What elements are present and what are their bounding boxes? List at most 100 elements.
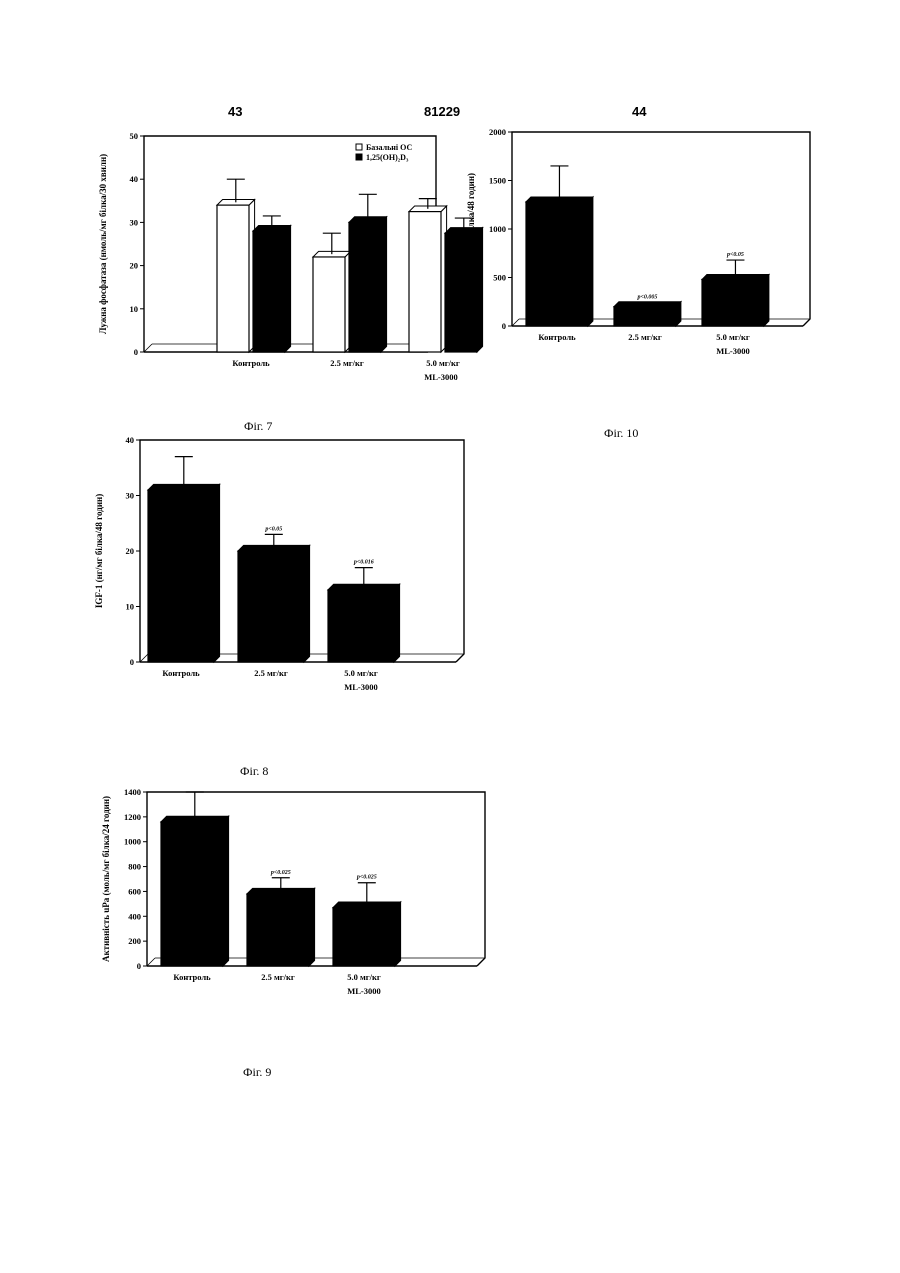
bar-front xyxy=(614,307,676,326)
y-tick-label: 20 xyxy=(130,261,139,271)
chart-fig8: 0 10 20 30 40 IGF-1 (нг/мг білка/48 годин) Кон… xyxy=(80,426,440,706)
y-tick-label: 30 xyxy=(126,491,135,501)
x-tick-label: 2.5 мг/кг xyxy=(254,668,288,678)
y-tick-label: 0 xyxy=(130,657,134,667)
y-tick-label: 30 xyxy=(130,217,139,227)
bar-front xyxy=(148,490,214,662)
x-tick-label: 2.5 мг/кг xyxy=(261,972,295,982)
floor-left-edge xyxy=(147,958,155,966)
bar-side xyxy=(304,545,310,662)
chart-fig7: 01020304050Лужна фосфатаза (нмоль/мг біл… xyxy=(80,120,440,390)
bar-front xyxy=(409,212,441,352)
significance-label: p<0.05 xyxy=(726,252,744,258)
page-number-right: 44 xyxy=(632,104,646,119)
bar-front xyxy=(161,822,223,966)
y-axis-label: PGE₂ (пг/мг білка/48 годин) xyxy=(466,173,476,285)
y-tick-label: 500 xyxy=(493,273,506,283)
bar-front xyxy=(702,279,764,326)
significance-label: p<0.005 xyxy=(636,295,657,301)
chart-fig9: 0 200 400 600 800 1000 1200 1400 Активність uPa … xyxy=(80,770,440,1020)
bar-fig8-s0-0 xyxy=(148,457,220,662)
x-tick-label: 5.0 мг/кг xyxy=(716,332,750,342)
legend: Базальні ОС1,25(OH)₂D₃ xyxy=(356,143,412,162)
y-tick-label: 1000 xyxy=(489,224,506,234)
bar-fig8-s0-2: p<0.016 xyxy=(328,560,400,662)
y-tick-label: 40 xyxy=(126,435,135,445)
bar-fig7-s1-1 xyxy=(349,194,387,352)
bar-fig10-s0-1: p<0.005 xyxy=(614,295,681,326)
y-tick-label: 600 xyxy=(128,886,141,896)
bar-side xyxy=(394,584,400,662)
group-label: ML-3000 xyxy=(424,372,458,382)
bar-front xyxy=(217,205,249,352)
significance-label: p<0.016 xyxy=(353,560,374,566)
caption-fig9: Фіг. 9 xyxy=(243,1065,271,1080)
x-tick-label: 2.5 мг/кг xyxy=(330,358,364,368)
group-label: ML-3000 xyxy=(716,346,750,356)
x-tick-label: Контроль xyxy=(173,972,211,982)
x-tick-label: 2.5 мг/кг xyxy=(628,332,662,342)
y-tick-label: 0 xyxy=(502,321,506,331)
bar-side xyxy=(285,225,291,352)
legend-swatch xyxy=(356,154,362,160)
caption-fig10: Фіг. 10 xyxy=(604,426,638,441)
legend-label: 1,25(OH)₂D₃ xyxy=(366,153,409,162)
bar-fig7-s0-0 xyxy=(217,179,255,352)
bar-fig10-s0-2: p<0.05 xyxy=(702,252,769,326)
significance-label: p<0.025 xyxy=(270,870,291,876)
y-tick-label: 0 xyxy=(137,961,141,971)
x-tick-label: Контроль xyxy=(162,668,200,678)
y-tick-label: 200 xyxy=(128,936,141,946)
y-tick-label: 2000 xyxy=(489,127,506,137)
y-tick-label: 40 xyxy=(130,174,139,184)
bar-fig9-s0-1: p<0.025 xyxy=(247,870,315,966)
legend-swatch xyxy=(356,144,362,150)
group-label: ML-3000 xyxy=(344,682,378,692)
bar-front xyxy=(253,231,285,352)
bar-side xyxy=(223,816,229,966)
bar-front xyxy=(247,894,309,966)
bar-side xyxy=(764,275,769,326)
legend-label: Базальні ОС xyxy=(366,143,412,152)
significance-label: p<0.025 xyxy=(356,875,377,881)
y-tick-label: 800 xyxy=(128,862,141,872)
x-tick-label: 5.0 мг/кг xyxy=(347,972,381,982)
x-tick-label: Контроль xyxy=(232,358,270,368)
x-tick-label: Контроль xyxy=(538,332,576,342)
bar-side xyxy=(309,888,315,966)
y-axis-label: IGF-1 (нг/мг білка/48 годин) xyxy=(94,494,104,608)
y-axis-label: Активність uPa (моль/мг білка/24 годин) xyxy=(101,796,111,962)
y-tick-label: 1400 xyxy=(124,787,141,797)
floor-left-edge xyxy=(140,654,148,662)
bar-front xyxy=(238,551,304,662)
x-tick-label: 5.0 мг/кг xyxy=(344,668,378,678)
bar-front xyxy=(526,202,588,326)
group-label: ML-3000 xyxy=(347,986,381,996)
y-tick-label: 1500 xyxy=(489,176,506,186)
floor-left-edge xyxy=(512,319,519,326)
chart-fig10: 0 500 1000 1500 2000 PGE₂ (пг/мг білка/48 год… xyxy=(452,120,792,370)
bar-front xyxy=(328,590,394,662)
bar-side xyxy=(588,197,593,326)
y-tick-label: 1000 xyxy=(124,837,141,847)
bar-fig7-s0-1 xyxy=(313,233,351,352)
y-axis-label: Лужна фосфатаза (нмоль/мг білка/30 хвилн… xyxy=(98,154,108,334)
page-number-left: 43 xyxy=(228,104,242,119)
bar-side xyxy=(381,217,387,352)
bar-fig10-s0-0 xyxy=(526,166,593,326)
significance-label: p<0.05 xyxy=(264,526,282,532)
bar-front xyxy=(313,257,345,352)
bar-front xyxy=(333,908,395,966)
bar-side xyxy=(395,902,401,966)
bar-fig8-s0-1: p<0.05 xyxy=(238,526,310,662)
bar-fig9-s0-2: p<0.025 xyxy=(333,875,401,966)
bar-fig9-s0-0 xyxy=(161,792,229,966)
bar-fig7-s0-2 xyxy=(409,199,447,352)
y-tick-label: 20 xyxy=(126,546,135,556)
floor-left-edge xyxy=(144,344,152,352)
y-tick-label: 400 xyxy=(128,911,141,921)
y-tick-label: 10 xyxy=(126,602,135,612)
y-tick-label: 1200 xyxy=(124,812,141,822)
bar-fig7-s1-0 xyxy=(253,216,291,352)
patent-number: 81229 xyxy=(424,104,460,119)
